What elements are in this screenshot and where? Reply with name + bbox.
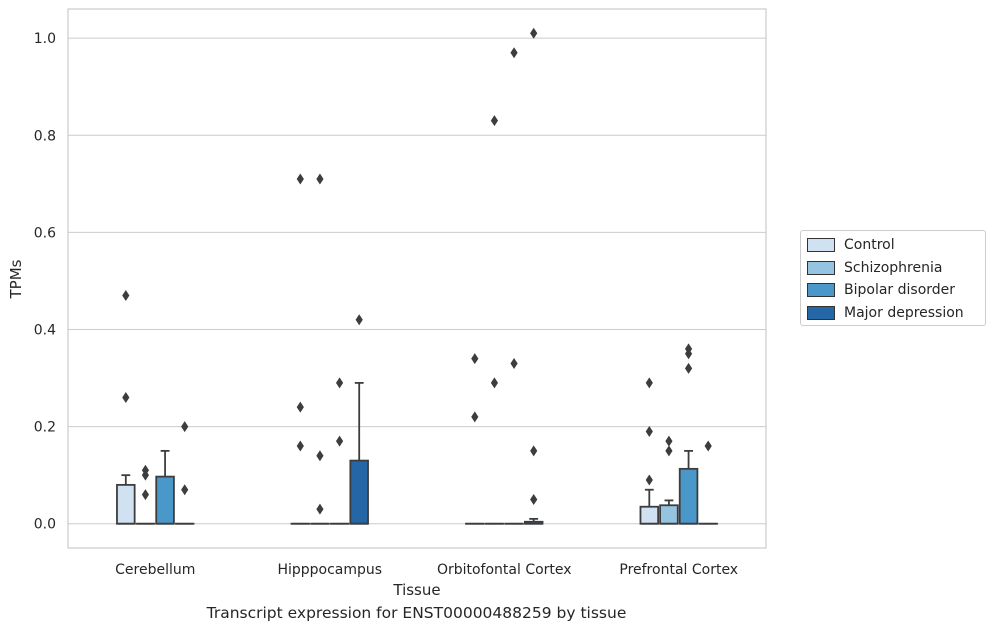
- box-bipolar-disorder: [155, 449, 175, 525]
- x-axis-label: Tissue: [392, 581, 440, 599]
- outlier-point: [530, 493, 538, 505]
- box-body: [349, 459, 369, 525]
- legend-swatch: [807, 283, 835, 297]
- outlier-point: [684, 362, 693, 374]
- box-bipolar-disorder: [504, 47, 524, 525]
- outlier-point: [510, 357, 518, 369]
- box-control: [116, 289, 136, 525]
- outlier-point: [122, 289, 130, 301]
- outlier-point: [684, 348, 693, 360]
- outlier-point: [335, 435, 344, 447]
- grid-lines: [68, 37, 766, 525]
- legend-item: Control: [807, 235, 895, 255]
- box-bipolar-disorder: [329, 377, 350, 525]
- box-body: [639, 505, 660, 525]
- y-tick-labels: 0.0 0.2 0.4 0.6 0.8 1.0: [34, 31, 56, 533]
- outlier-point: [510, 47, 518, 59]
- plot-frame: [67, 8, 767, 549]
- outlier-point: [645, 425, 653, 437]
- box-schizophrenia: [659, 435, 679, 525]
- y-tick-label: 0.4: [34, 322, 56, 338]
- outlier-point: [665, 435, 673, 447]
- box-body: [116, 483, 136, 525]
- box-schizophrenia: [484, 115, 505, 525]
- outlier-point: [471, 353, 479, 365]
- outlier-point: [316, 173, 324, 185]
- outlier-point: [490, 115, 499, 127]
- outlier-point: [355, 314, 363, 326]
- outlier-point: [141, 469, 150, 481]
- outlier-point: [141, 489, 150, 501]
- box-bipolar-disorder: [678, 343, 699, 525]
- legend-label: Bipolar disorder: [844, 282, 956, 298]
- outlier-point: [296, 173, 304, 185]
- outlier-point: [181, 421, 189, 433]
- y-tick-label: 1.0: [34, 31, 56, 47]
- y-tick-label: 0.2: [34, 420, 56, 436]
- outlier-point: [181, 484, 189, 496]
- outlier-point: [704, 440, 712, 452]
- box-body: [155, 475, 175, 525]
- box-body: [659, 504, 679, 525]
- x-tick-label: Prefrontal Cortex: [619, 562, 738, 578]
- box-schizophrenia: [135, 464, 156, 525]
- x-tick-label: Orbitofontal Cortex: [437, 562, 572, 578]
- legend-item: Bipolar disorder: [807, 280, 955, 300]
- y-tick-label: 0.6: [34, 225, 56, 241]
- outlier-point: [316, 503, 324, 515]
- outlier-point: [645, 377, 653, 389]
- legend: Control Schizophrenia Bipolar disorder Majo…: [800, 230, 986, 326]
- box-major-depression: [349, 314, 369, 525]
- box-control: [290, 173, 311, 525]
- legend-label: Schizophrenia: [844, 259, 943, 276]
- box-control: [465, 353, 485, 525]
- x-tick-label: Hipppocampus: [277, 562, 382, 578]
- outlier-point: [296, 440, 304, 452]
- legend-item: Schizophrenia: [807, 258, 942, 278]
- y-axis-label: TPMs: [7, 259, 25, 299]
- figure-caption: Transcript expression for ENST0000048825…: [206, 604, 627, 622]
- box-control: [639, 377, 660, 525]
- outlier-point: [530, 27, 538, 39]
- box-major-depression: [174, 421, 195, 525]
- box-major-depression: [523, 27, 544, 525]
- outlier-point: [490, 377, 499, 389]
- legend-swatch: [807, 238, 835, 252]
- outlier-point: [645, 474, 653, 486]
- outlier-point: [471, 411, 479, 423]
- legend-label: Major depression: [844, 304, 964, 321]
- legend-swatch: [807, 305, 835, 320]
- outlier-point: [530, 445, 538, 457]
- box-plot-marks: [116, 27, 718, 525]
- legend-label: Control: [844, 237, 895, 253]
- x-tick-label: Cerebellum: [115, 562, 195, 578]
- outlier-point: [665, 445, 673, 457]
- legend-swatch: [807, 260, 835, 275]
- y-tick-label: 0.8: [34, 128, 56, 144]
- box-major-depression: [698, 440, 718, 525]
- box-schizophrenia: [310, 173, 330, 525]
- outlier-point: [122, 391, 130, 403]
- outlier-point: [335, 377, 344, 389]
- y-tick-label: 0.0: [34, 517, 56, 533]
- outlier-point: [296, 401, 304, 413]
- outlier-point: [316, 450, 324, 462]
- legend-item: Major depression: [807, 303, 964, 323]
- x-tick-labels: Cerebellum Hipppocampus Orbitofontal Corte…: [115, 562, 738, 578]
- box-body: [678, 467, 699, 525]
